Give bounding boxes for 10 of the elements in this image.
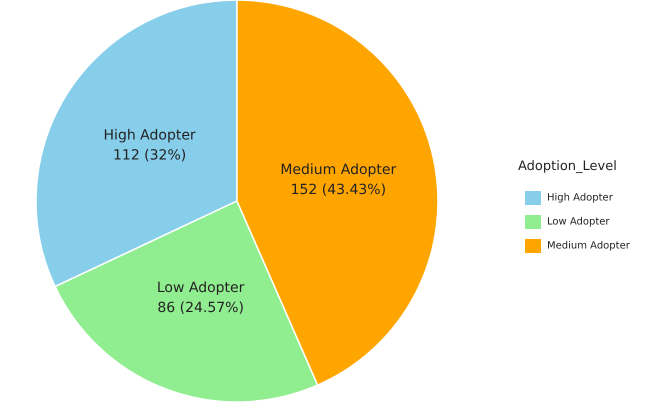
legend-label: High Adopter	[547, 192, 614, 204]
legend-label: Low Adopter	[547, 216, 610, 228]
slice-label: Low Adopter	[156, 280, 245, 296]
data-label: 112 (32%)	[113, 148, 186, 164]
legend-title: Adoption_Level	[518, 159, 617, 174]
slice-label: Medium Adopter	[280, 162, 397, 178]
data-label: 86 (24.57%)	[157, 300, 244, 316]
legend-label: Medium Adopter	[547, 240, 631, 252]
data-label: 152 (43.43%)	[290, 182, 386, 198]
slice-label: High Adopter	[104, 128, 196, 144]
